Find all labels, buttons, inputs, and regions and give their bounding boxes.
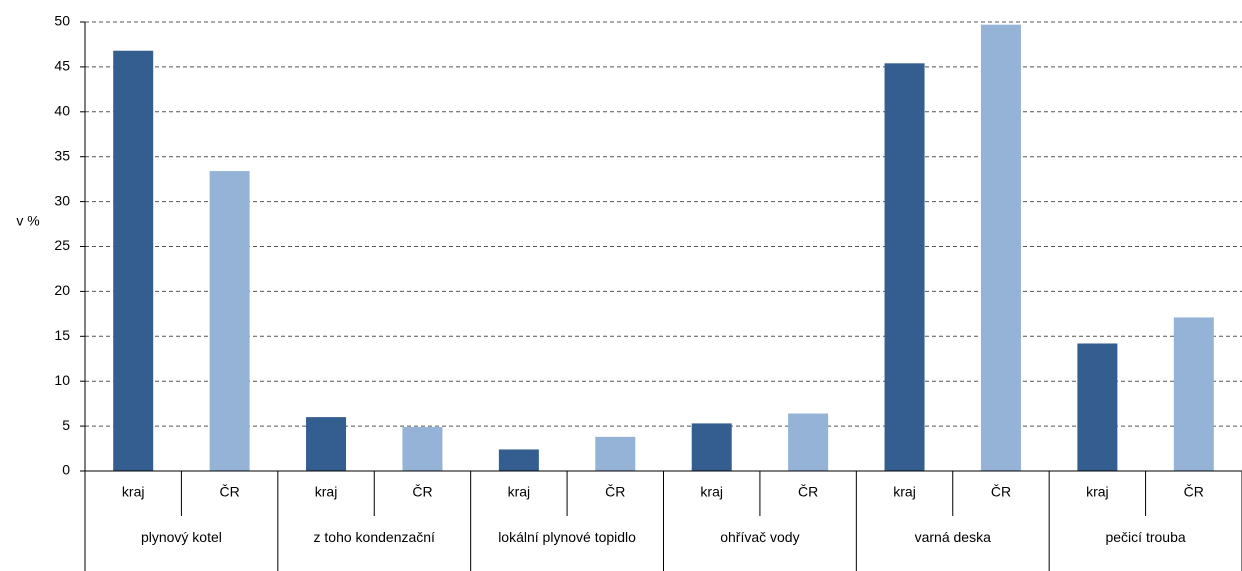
bar <box>1173 317 1214 471</box>
x-tick-label: ČR <box>1184 484 1204 500</box>
group-label: ohřívač vody <box>720 529 800 545</box>
group-label: varná deska <box>914 529 991 545</box>
bar <box>980 24 1021 471</box>
y-tick-label: 0 <box>62 462 70 478</box>
bar <box>306 417 347 471</box>
bar <box>402 426 443 471</box>
x-tick-label: kraj <box>1086 484 1109 500</box>
group-label: lokální plynové topidlo <box>498 529 636 545</box>
x-tick-label: kraj <box>508 484 531 500</box>
x-tick-label: kraj <box>122 484 145 500</box>
y-tick-label: 5 <box>62 417 70 433</box>
x-tick-label: ČR <box>991 484 1011 500</box>
y-axis-label: v % <box>16 213 39 229</box>
y-tick-label: 35 <box>54 147 70 163</box>
x-tick-label: ČR <box>798 484 818 500</box>
x-tick-label: ČR <box>412 484 432 500</box>
y-tick-label: 50 <box>54 13 70 29</box>
y-tick-label: 30 <box>54 192 70 208</box>
group-label: z toho kondenzační <box>313 529 435 545</box>
bar <box>113 50 154 472</box>
x-tick-label: kraj <box>893 484 916 500</box>
x-tick-label: kraj <box>700 484 723 500</box>
y-tick-label: 15 <box>54 327 70 343</box>
y-tick-label: 10 <box>54 372 70 388</box>
y-tick-label: 40 <box>54 103 70 119</box>
bar <box>788 413 829 471</box>
group-label: pečicí trouba <box>1105 529 1186 545</box>
y-tick-label: 25 <box>54 237 70 253</box>
bar <box>691 423 732 471</box>
x-tick-label: kraj <box>315 484 338 500</box>
y-tick-label: 20 <box>54 282 70 298</box>
y-tick-label: 45 <box>54 58 70 74</box>
x-tick-label: ČR <box>220 484 240 500</box>
bar <box>1077 343 1118 471</box>
bar <box>884 63 925 472</box>
x-tick-label: ČR <box>605 484 625 500</box>
group-label: plynový kotel <box>140 529 222 545</box>
bar <box>498 449 539 471</box>
bar <box>595 436 636 471</box>
bar <box>209 171 250 471</box>
